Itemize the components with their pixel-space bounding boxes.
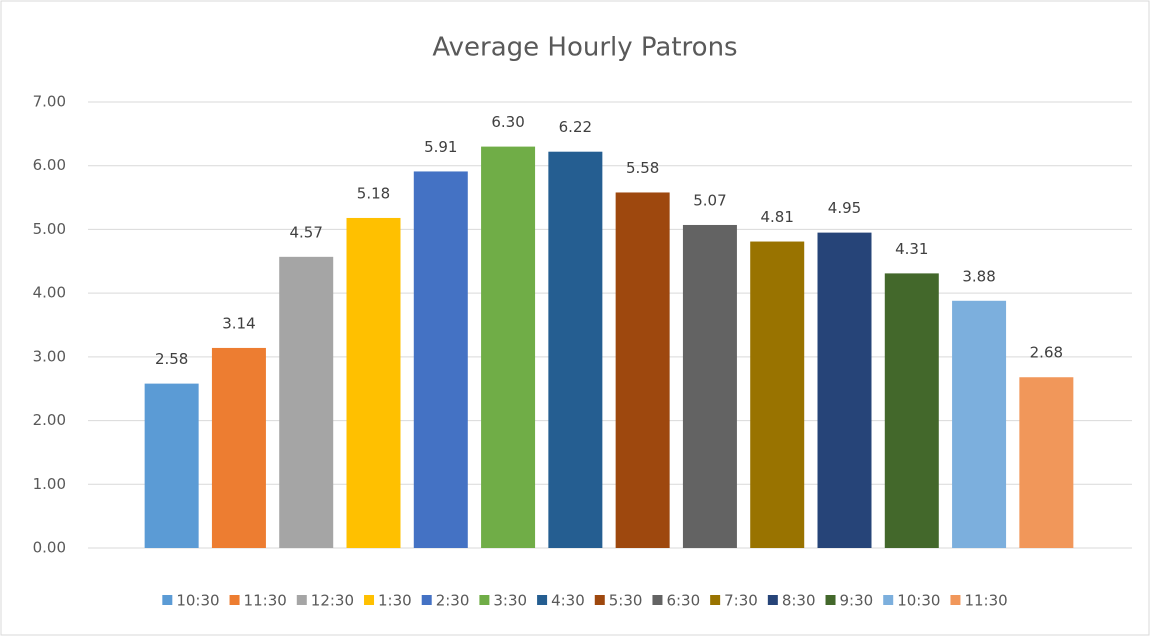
legend-swatch bbox=[883, 595, 894, 605]
bar bbox=[211, 347, 266, 548]
data-label: 4.81 bbox=[761, 208, 794, 226]
legend-label: 10:30 bbox=[176, 592, 219, 610]
legend-swatch bbox=[364, 595, 375, 605]
bar bbox=[615, 192, 670, 548]
bar bbox=[548, 151, 603, 548]
data-label: 5.58 bbox=[626, 159, 659, 177]
legend-swatch bbox=[421, 595, 432, 605]
data-label: 4.31 bbox=[895, 240, 928, 258]
data-label: 4.57 bbox=[290, 223, 323, 241]
data-label: 5.91 bbox=[424, 138, 457, 156]
bar bbox=[817, 232, 872, 548]
legend-swatch bbox=[594, 595, 605, 605]
legend-swatch bbox=[162, 595, 173, 605]
bar bbox=[481, 146, 536, 548]
legend-label: 1:30 bbox=[378, 592, 412, 610]
y-tick-label: 2.00 bbox=[33, 411, 66, 429]
y-tick-label: 0.00 bbox=[33, 539, 66, 557]
bar bbox=[884, 273, 939, 548]
y-tick-label: 3.00 bbox=[33, 347, 66, 365]
data-label: 3.88 bbox=[962, 267, 995, 285]
legend-swatch bbox=[825, 595, 836, 605]
data-label: 2.68 bbox=[1030, 344, 1063, 362]
legend-swatch bbox=[229, 595, 240, 605]
data-label: 4.95 bbox=[828, 199, 861, 217]
y-tick-label: 6.00 bbox=[33, 156, 66, 174]
bar bbox=[750, 241, 805, 548]
bar bbox=[413, 171, 468, 548]
bar bbox=[279, 256, 334, 548]
data-label: 3.14 bbox=[222, 314, 255, 332]
data-label: 6.22 bbox=[559, 118, 592, 136]
legend-swatch bbox=[296, 595, 307, 605]
legend-label: 6:30 bbox=[666, 592, 700, 610]
legend-swatch bbox=[537, 595, 548, 605]
chart-title: Average Hourly Patrons bbox=[432, 33, 737, 63]
data-label: 5.18 bbox=[357, 184, 390, 202]
legend-label: 10:30 bbox=[897, 592, 940, 610]
y-tick-label: 4.00 bbox=[33, 284, 66, 302]
legend-label: 9:30 bbox=[840, 592, 874, 610]
legend-label: 3:30 bbox=[493, 592, 527, 610]
legend-label: 5:30 bbox=[609, 592, 643, 610]
data-label: 6.30 bbox=[491, 113, 524, 131]
legend-swatch bbox=[479, 595, 490, 605]
legend-label: 2:30 bbox=[436, 592, 470, 610]
y-tick-label: 7.00 bbox=[33, 93, 66, 111]
bar bbox=[144, 383, 199, 548]
y-tick-label: 5.00 bbox=[33, 220, 66, 238]
legend-label: 7:30 bbox=[724, 592, 758, 610]
legend-label: 11:30 bbox=[244, 592, 287, 610]
legend-swatch bbox=[652, 595, 663, 605]
legend-swatch bbox=[950, 595, 961, 605]
legend-label: 8:30 bbox=[782, 592, 816, 610]
data-label: 5.07 bbox=[693, 191, 726, 209]
legend-label: 4:30 bbox=[551, 592, 585, 610]
bar bbox=[346, 217, 401, 548]
legend-label: 11:30 bbox=[964, 592, 1007, 610]
y-tick-label: 1.00 bbox=[33, 475, 66, 493]
legend-label: 12:30 bbox=[311, 592, 354, 610]
data-label: 2.58 bbox=[155, 350, 188, 368]
legend-swatch bbox=[767, 595, 778, 605]
bar bbox=[952, 300, 1007, 548]
bar bbox=[1019, 377, 1074, 548]
legend-swatch bbox=[710, 595, 721, 605]
bar bbox=[682, 224, 737, 548]
